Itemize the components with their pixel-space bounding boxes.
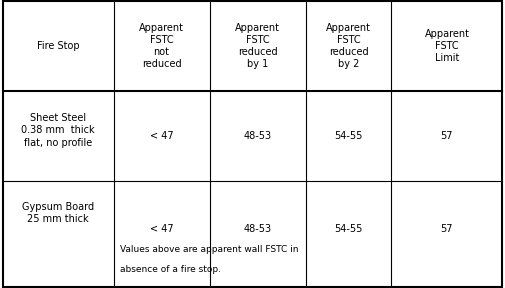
Text: Fire Stop: Fire Stop: [37, 41, 79, 51]
Text: Gypsum Board
25 mm thick: Gypsum Board 25 mm thick: [22, 202, 94, 224]
Text: < 47: < 47: [150, 131, 173, 141]
Text: 48-53: 48-53: [243, 131, 272, 141]
Text: Apparent
FSTC
reduced
by 1: Apparent FSTC reduced by 1: [235, 23, 280, 69]
Text: Apparent
FSTC
reduced
by 2: Apparent FSTC reduced by 2: [326, 23, 371, 69]
Text: Sheet Steel
0.38 mm  thick
flat, no profile: Sheet Steel 0.38 mm thick flat, no profi…: [21, 113, 95, 148]
Text: 48-53: 48-53: [243, 224, 272, 234]
Text: absence of a fire stop.: absence of a fire stop.: [120, 265, 221, 274]
Text: Values above are apparent wall FSTC in: Values above are apparent wall FSTC in: [120, 245, 298, 254]
Text: Apparent
FSTC
not
reduced: Apparent FSTC not reduced: [139, 23, 184, 69]
Text: < 47: < 47: [150, 224, 173, 234]
Text: 57: 57: [441, 131, 453, 141]
Text: 54-55: 54-55: [334, 224, 363, 234]
Text: 54-55: 54-55: [334, 131, 363, 141]
Text: Apparent
FSTC
Limit: Apparent FSTC Limit: [424, 29, 470, 63]
Text: 57: 57: [441, 224, 453, 234]
